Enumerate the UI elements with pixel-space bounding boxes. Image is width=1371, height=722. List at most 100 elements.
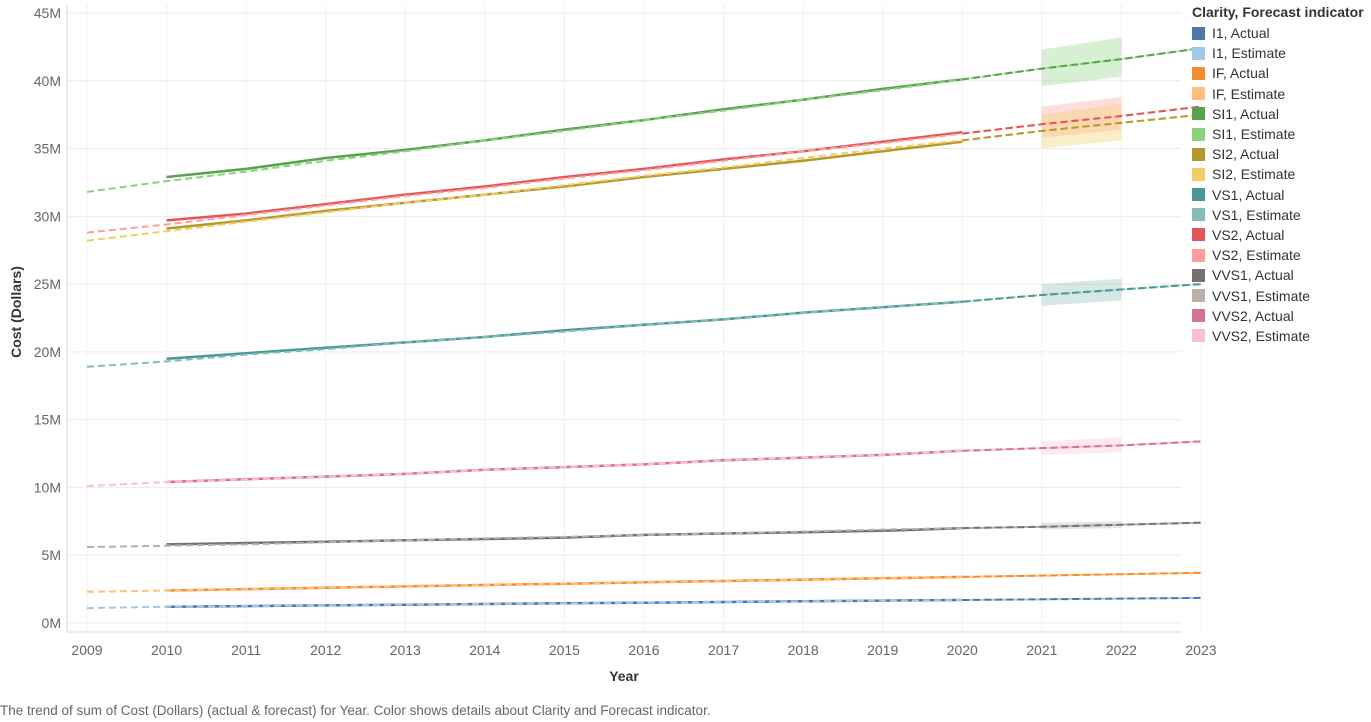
forecast-line-i1 — [962, 596, 1202, 601]
series-line-if-estimate — [86, 571, 1202, 593]
x-tick-label: 2017 — [708, 642, 739, 658]
legend-label: I1, Estimate — [1212, 45, 1286, 62]
legend-label: VS1, Actual — [1212, 186, 1285, 203]
forecast-band-si1 — [1041, 37, 1122, 87]
legend-swatch — [1192, 107, 1205, 121]
legend-item-i1-estimate[interactable]: I1, Estimate — [1189, 43, 1371, 63]
series-line-vs1-estimate — [86, 283, 1202, 368]
forecast-line-vs1 — [962, 283, 1202, 303]
y-tick-label: 0M — [42, 615, 61, 631]
y-tick-label: 20M — [34, 344, 61, 360]
chart-caption: The trend of sum of Cost (Dollars) (actu… — [0, 703, 711, 718]
legend-label: VS2, Estimate — [1212, 247, 1301, 264]
legend-label: SI2, Estimate — [1212, 166, 1296, 183]
legend-label: SI1, Actual — [1212, 105, 1279, 122]
forecast-line-si1 — [962, 47, 1202, 81]
legend-swatch — [1192, 188, 1205, 202]
legend-label: VS1, Estimate — [1212, 206, 1301, 223]
forecast-line-vs2 — [962, 105, 1202, 135]
legend-item-vs1-estimate[interactable]: VS1, Estimate — [1189, 205, 1371, 225]
forecast-line-vvs1 — [962, 521, 1202, 530]
x-tick-label: 2018 — [788, 642, 819, 658]
legend-swatch — [1192, 127, 1205, 141]
legend-label: VVS2, Actual — [1212, 307, 1294, 324]
legend-label: IF, Actual — [1212, 65, 1269, 82]
series-line-vvs2-estimate — [86, 440, 1202, 488]
legend-label: IF, Estimate — [1212, 85, 1286, 102]
y-tick-label: 40M — [34, 73, 61, 89]
legend-swatch — [1192, 147, 1205, 161]
legend-item-vvs2-actual[interactable]: VVS2, Actual — [1189, 306, 1371, 326]
y-tick-label: 25M — [34, 276, 61, 292]
x-tick-label: 2012 — [310, 642, 341, 658]
legend-swatch — [1192, 309, 1205, 323]
series-line-vs1-actual — [166, 300, 963, 360]
legend-item-if-estimate[interactable]: IF, Estimate — [1189, 84, 1371, 104]
legend-item-vs2-actual[interactable]: VS2, Actual — [1189, 225, 1371, 245]
legend-swatch — [1192, 268, 1205, 282]
series-lines — [86, 47, 1202, 610]
forecast-line-if — [962, 571, 1202, 578]
series-line-vs2-actual — [166, 131, 963, 222]
legend-label: SI1, Estimate — [1212, 126, 1296, 143]
legend-label: SI2, Actual — [1212, 146, 1279, 163]
series-line-si2-actual — [166, 140, 963, 230]
legend-item-si2-actual[interactable]: SI2, Actual — [1189, 144, 1371, 164]
legend-items: I1, Actual I1, Estimate IF, Actual IF, Esti… — [1189, 23, 1371, 346]
legend-label: VVS1, Actual — [1212, 267, 1294, 284]
y-tick-label: 30M — [34, 208, 61, 224]
y-axis-title: Cost (Dollars) — [8, 266, 24, 358]
x-tick-label: 2009 — [71, 642, 102, 658]
y-tick-label: 45M — [34, 5, 61, 21]
x-tick-label: 2021 — [1026, 642, 1057, 658]
x-tick-label: 2020 — [947, 642, 978, 658]
legend-swatch — [1192, 46, 1205, 60]
x-tick-label: 2016 — [628, 642, 659, 658]
forecast-line-si2 — [962, 113, 1202, 142]
legend-swatch — [1192, 87, 1205, 101]
forecast-line-vvs2 — [962, 440, 1202, 452]
y-tick-label: 35M — [34, 141, 61, 157]
y-tick-label: 5M — [42, 547, 61, 563]
x-tick-label: 2015 — [549, 642, 580, 658]
x-tick-label: 2010 — [151, 642, 182, 658]
legend-label: I1, Actual — [1212, 25, 1270, 42]
axes: 0M 5M 10M 15M 20M 25M 30M 35M 40M 45M 2009 2010 2011… — [34, 4, 1217, 658]
legend-label: VVS2, Estimate — [1212, 327, 1311, 344]
series-line-si1-estimate — [86, 47, 1202, 193]
legend-item-if-actual[interactable]: IF, Actual — [1189, 63, 1371, 83]
x-tick-label: 2014 — [469, 642, 500, 658]
forecast-band-vs2 — [1041, 97, 1122, 138]
x-tick-label: 2013 — [390, 642, 421, 658]
forecast-bands — [1041, 37, 1122, 530]
y-tick-label: 15M — [34, 412, 61, 428]
x-tick-label: 2011 — [231, 642, 261, 658]
legend: Clarity, Forecast indicator I1, Actual I1… — [1189, 4, 1371, 346]
legend-swatch — [1192, 248, 1205, 262]
legend-label: VS2, Actual — [1212, 226, 1285, 243]
legend-title: Clarity, Forecast indicator — [1192, 4, 1364, 20]
legend-item-vvs1-actual[interactable]: VVS1, Actual — [1189, 265, 1371, 285]
legend-label: VVS1, Estimate — [1212, 287, 1311, 304]
x-tick-label: 2019 — [867, 642, 898, 658]
x-tick-label: 2022 — [1106, 642, 1137, 658]
legend-item-si2-estimate[interactable]: SI2, Estimate — [1189, 164, 1371, 184]
forecast-band-vs1 — [1041, 278, 1122, 306]
legend-swatch — [1192, 228, 1205, 242]
legend-item-vvs1-estimate[interactable]: VVS1, Estimate — [1189, 285, 1371, 305]
legend-swatch — [1192, 289, 1205, 303]
gridlines — [67, 4, 1202, 632]
legend-item-si1-actual[interactable]: SI1, Actual — [1189, 104, 1371, 124]
series-line-vvs1-estimate — [86, 521, 1202, 549]
legend-item-si1-estimate[interactable]: SI1, Estimate — [1189, 124, 1371, 144]
legend-item-vs1-actual[interactable]: VS1, Actual — [1189, 185, 1371, 205]
x-axis-title: Year — [609, 668, 639, 684]
legend-swatch — [1192, 66, 1205, 80]
legend-item-vvs2-estimate[interactable]: VVS2, Estimate — [1189, 326, 1371, 346]
legend-item-i1-actual[interactable]: I1, Actual — [1189, 23, 1371, 43]
x-tick-label: 2023 — [1185, 642, 1216, 658]
legend-swatch — [1192, 167, 1205, 181]
legend-item-vs2-estimate[interactable]: VS2, Estimate — [1189, 245, 1371, 265]
legend-swatch — [1192, 329, 1205, 343]
